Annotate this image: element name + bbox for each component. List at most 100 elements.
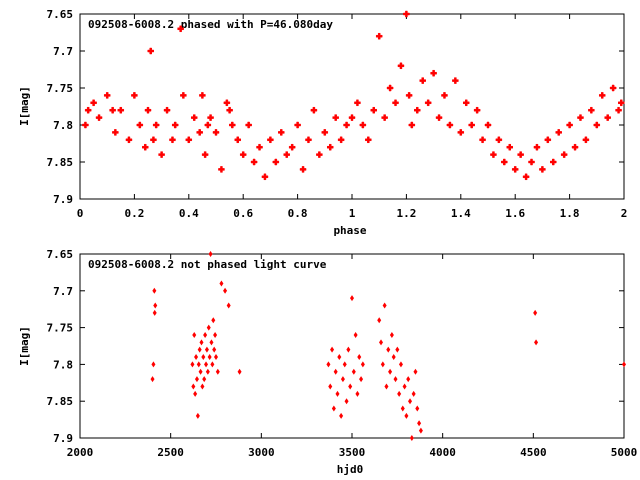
data-point	[424, 99, 432, 107]
data-point	[152, 121, 160, 129]
data-point	[415, 405, 420, 412]
data-point	[332, 114, 339, 121]
y-tick-label: 7.7	[53, 285, 73, 298]
data-point	[142, 143, 149, 151]
y-tick-label: 7.8	[53, 119, 73, 132]
x-tick-label: 1.2	[396, 207, 416, 220]
data-point	[534, 339, 539, 346]
data-point	[392, 99, 399, 107]
data-point	[417, 420, 422, 427]
data-point	[342, 361, 347, 368]
data-point	[365, 136, 372, 144]
y-axis-label: I[mag]	[18, 326, 31, 366]
data-point	[294, 121, 301, 129]
data-point	[215, 368, 220, 375]
x-tick-label: 2000	[67, 446, 94, 459]
data-point	[533, 143, 541, 151]
data-point	[408, 398, 413, 405]
data-point	[582, 136, 590, 144]
x-tick-label: 0.2	[124, 207, 144, 220]
data-point	[152, 309, 157, 316]
data-point	[395, 346, 400, 353]
data-point	[337, 354, 342, 361]
data-point	[261, 173, 269, 181]
data-point	[194, 376, 199, 383]
data-point	[103, 92, 111, 99]
data-point	[136, 121, 144, 129]
data-point	[177, 25, 184, 33]
x-tick-label: 0.8	[288, 207, 308, 220]
data-point	[196, 361, 201, 368]
data-point	[169, 136, 176, 144]
data-point	[326, 361, 331, 368]
data-point	[381, 114, 388, 121]
x-tick-label: 1.6	[505, 207, 525, 220]
data-point	[348, 114, 356, 121]
data-point	[196, 129, 203, 136]
x-tick-label: 2	[621, 207, 628, 220]
data-point	[272, 158, 280, 166]
light-curve-chart: 092508-6008.2 not phased light curve hjd…	[18, 248, 637, 476]
data-point	[560, 151, 568, 158]
data-point	[226, 106, 233, 114]
data-point	[197, 346, 202, 353]
y-tick-label: 7.8	[53, 358, 73, 371]
data-point	[117, 106, 125, 114]
data-point	[288, 143, 296, 151]
data-point	[355, 390, 360, 397]
data-point	[393, 376, 398, 383]
data-point	[112, 129, 119, 136]
x-tick-label: 0	[77, 207, 84, 220]
x-tick-label: 1.8	[560, 207, 580, 220]
data-point	[201, 354, 206, 361]
data-point	[405, 92, 413, 99]
data-point	[212, 346, 217, 353]
data-point	[199, 339, 204, 346]
data-point	[223, 287, 228, 294]
y-tick-label: 7.85	[47, 156, 74, 169]
data-point	[199, 92, 206, 99]
data-point	[234, 136, 242, 144]
data-point	[202, 376, 207, 383]
chart-title: 092508-6008.2 phased with P=46.080day	[88, 18, 333, 31]
data-point	[593, 121, 601, 129]
data-point	[379, 339, 384, 346]
x-axis-label: phase	[333, 224, 366, 237]
data-point	[340, 376, 345, 383]
y-tick-label: 7.7	[53, 45, 73, 58]
data-point	[207, 114, 214, 121]
data-point	[192, 331, 197, 338]
data-point	[190, 361, 195, 368]
data-point	[384, 383, 389, 390]
data-point	[386, 346, 391, 353]
data-point	[413, 368, 418, 375]
data-point	[278, 129, 285, 136]
x-ticks: 0 0.2 0.4 0.6 0.8 1 1.2 1.4 1.6 1.8 2	[77, 14, 628, 220]
data-point	[194, 354, 199, 361]
data-point	[418, 427, 423, 434]
data-point	[328, 383, 333, 390]
data-points	[82, 10, 625, 181]
data-point	[404, 412, 409, 419]
data-point	[326, 143, 334, 151]
y-tick-label: 7.75	[47, 322, 74, 335]
data-point	[190, 114, 198, 121]
data-point	[360, 361, 365, 368]
y-tick-label: 7.65	[47, 248, 74, 261]
data-point	[462, 99, 470, 107]
data-point	[283, 151, 290, 158]
data-point	[245, 121, 252, 129]
plot-frame	[79, 253, 625, 439]
data-point	[250, 158, 258, 166]
data-point	[151, 361, 156, 368]
data-point	[193, 390, 198, 397]
data-point	[208, 251, 213, 257]
data-point	[125, 136, 133, 144]
data-point	[305, 136, 312, 144]
data-point	[411, 390, 416, 397]
x-tick-label: 2500	[157, 446, 184, 459]
data-point	[299, 166, 307, 173]
data-point	[158, 151, 165, 158]
data-points	[150, 251, 626, 441]
x-tick-label: 4000	[429, 446, 456, 459]
